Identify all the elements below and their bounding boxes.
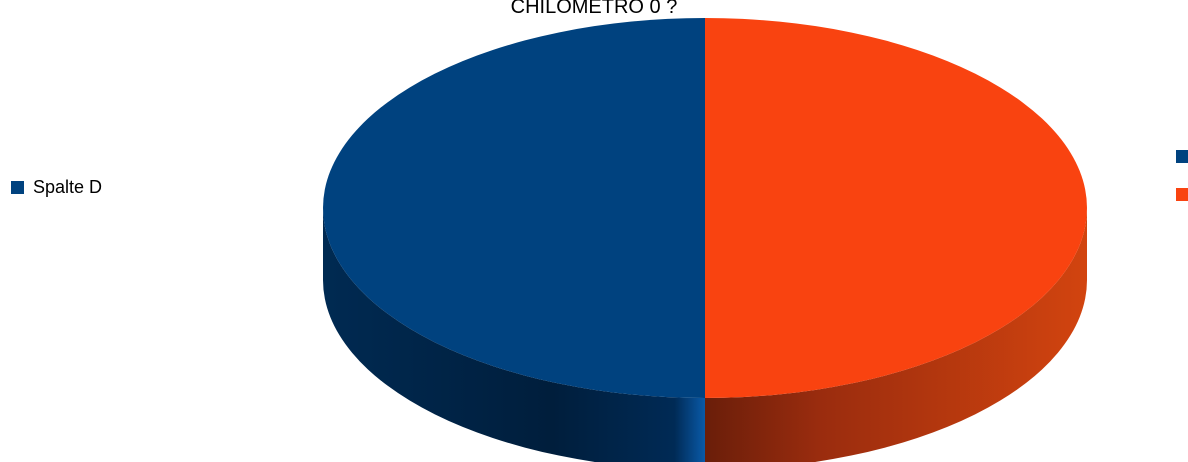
legend-label: Spalte D (33, 177, 102, 197)
legend-swatch-blue (11, 181, 24, 194)
legend-swatch-right-blue (1176, 150, 1188, 163)
legend-swatch-right-orange (1176, 188, 1188, 201)
legend-entry-spalte-d: Spalte D (11, 177, 102, 197)
pie-slices (323, 18, 1087, 462)
